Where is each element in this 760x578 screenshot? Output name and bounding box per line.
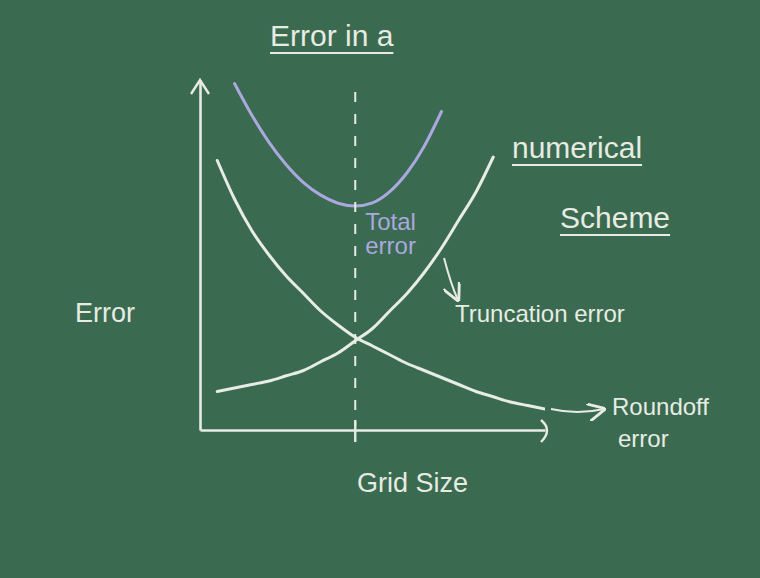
title-underline bbox=[512, 164, 642, 166]
axis-arrow bbox=[541, 420, 547, 442]
title-line: numerical bbox=[512, 131, 642, 164]
title-underline bbox=[270, 52, 393, 54]
series-label: Roundoff error bbox=[612, 393, 709, 452]
optimum-line bbox=[354, 92, 356, 426]
axis-line bbox=[201, 429, 546, 432]
y-axis-title: Error bbox=[75, 298, 135, 328]
plot-area bbox=[217, 84, 545, 410]
chart: Truncation errorRoundofferrorTotalerrorE… bbox=[0, 0, 760, 578]
y-axis bbox=[200, 81, 201, 431]
title-underline bbox=[560, 234, 670, 236]
series-label-line: Total bbox=[365, 208, 416, 235]
axis-line bbox=[199, 81, 202, 431]
optimum-tick bbox=[354, 420, 356, 442]
x-axis bbox=[201, 430, 546, 431]
series-line bbox=[235, 84, 442, 207]
axis-arrow bbox=[191, 80, 209, 94]
series-label: Totalerror bbox=[365, 208, 416, 259]
series-label-line: error bbox=[618, 425, 669, 452]
series-label-line: Roundoff bbox=[612, 393, 709, 420]
board bbox=[0, 0, 760, 578]
series-label-line: error bbox=[365, 232, 416, 259]
label-arrow bbox=[551, 409, 604, 412]
title-line: Error in a bbox=[270, 19, 394, 52]
title: Error in a numerical Scheme bbox=[270, 19, 670, 234]
label-arrow bbox=[444, 258, 458, 300]
x-axis-title: Grid Size bbox=[357, 468, 468, 498]
series-label: Truncation error bbox=[455, 300, 625, 327]
title-line: Scheme bbox=[560, 201, 670, 234]
